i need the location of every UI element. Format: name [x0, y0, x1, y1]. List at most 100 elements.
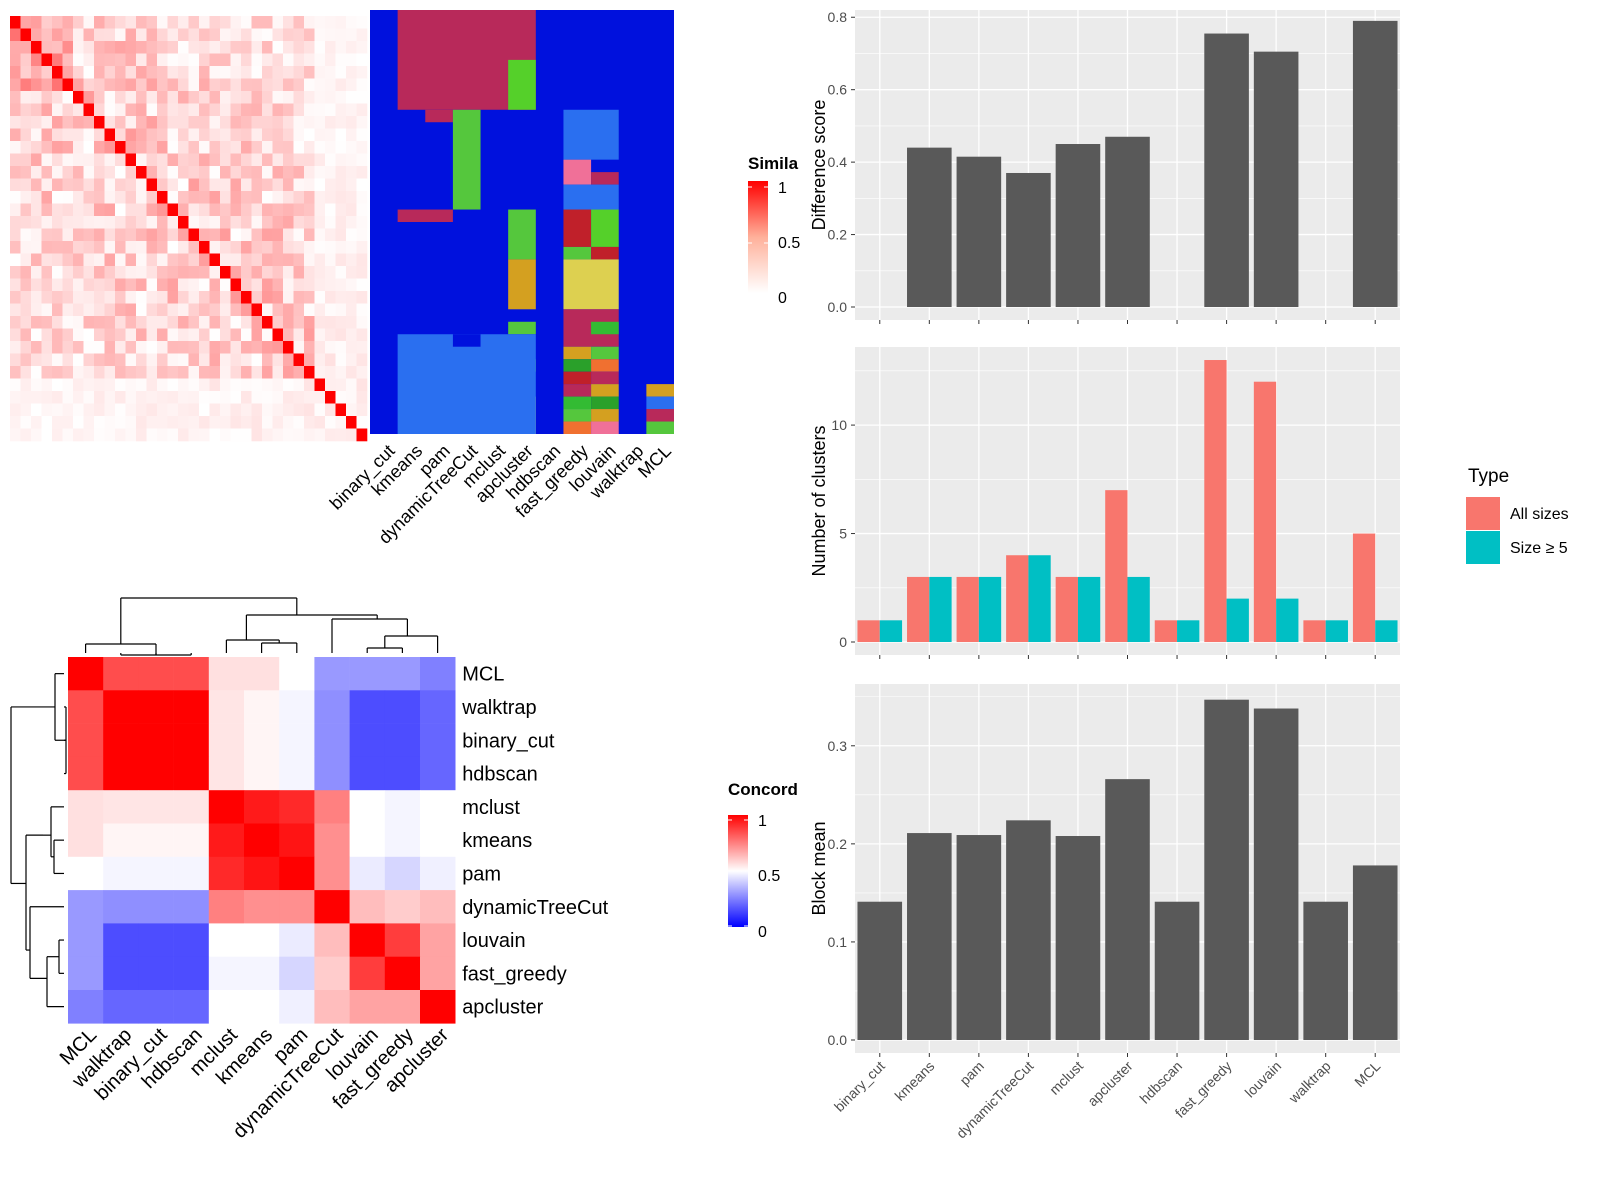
- similarity-cell: [251, 378, 263, 392]
- y-tick-label: 0.0: [828, 299, 848, 315]
- similarity-cell: [73, 153, 84, 167]
- concordance-cell: [173, 890, 210, 924]
- similarity-cell: [178, 378, 189, 392]
- similarity-cell: [73, 316, 84, 329]
- similarity-cell: [293, 303, 305, 317]
- similarity-cell: [220, 253, 231, 267]
- similarity-cell: [115, 116, 126, 129]
- similarity-cell: [209, 103, 221, 117]
- similarity-cell: [314, 316, 326, 329]
- similarity-cell: [31, 66, 42, 79]
- similarity-cell: [136, 141, 147, 154]
- similarity-cell: [241, 241, 252, 254]
- similarity-cell: [52, 116, 63, 129]
- similarity-cell: [178, 203, 189, 217]
- similarity-cell: [52, 28, 63, 42]
- similarity-cell: [178, 66, 189, 79]
- concordance-cell: [314, 756, 350, 791]
- similarity-cell: [62, 391, 74, 404]
- similarity-cell: [167, 66, 179, 79]
- similarity-cell: [304, 266, 315, 279]
- similarity-cell: [104, 391, 116, 404]
- cluster-block: [563, 246, 592, 260]
- similarity-cell: [335, 266, 347, 279]
- similarity-cell: [52, 166, 63, 179]
- similarity-cell: [220, 278, 231, 292]
- similarity-cell: [188, 116, 200, 129]
- similarity-cell: [304, 53, 315, 67]
- similarity-cell: [262, 91, 273, 104]
- bar: [857, 901, 903, 1040]
- similarity-cell: [83, 216, 95, 229]
- concordance-legend-colorbar: [728, 815, 748, 927]
- similarity-cell: [220, 91, 231, 104]
- similarity-cell: [188, 216, 200, 229]
- similarity-cell: [125, 353, 137, 367]
- concordance-cell: [138, 990, 174, 1024]
- similarity-cell: [335, 191, 347, 204]
- similarity-cell: [293, 103, 305, 117]
- similarity-cell: [94, 128, 105, 142]
- similarity-cell: [304, 166, 315, 179]
- concordance-cell: [244, 723, 280, 758]
- similarity-cell: [346, 216, 357, 229]
- similarity-cell: [73, 66, 84, 79]
- similarity-cell: [346, 153, 357, 167]
- similarity-cell: [199, 303, 210, 317]
- similarity-cell: [314, 91, 326, 104]
- cluster-block: [646, 409, 674, 422]
- bar-all-sizes: [857, 620, 880, 642]
- similarity-cell: [325, 228, 336, 242]
- similarity-cell: [356, 266, 368, 279]
- x-tick-label: kmeans: [891, 1058, 937, 1104]
- concordance-row-label: binary_cut: [462, 730, 555, 752]
- similarity-cell: [20, 253, 32, 267]
- similarity-cell: [199, 53, 210, 67]
- similarity-cell: [356, 341, 368, 354]
- similarity-cell: [272, 53, 284, 67]
- similarity-cell: [52, 241, 63, 254]
- similarity-cell: [94, 153, 105, 167]
- concordance-cell: [279, 790, 315, 824]
- similarity-cell: [283, 216, 294, 229]
- similarity-cell: [94, 428, 105, 442]
- similarity-cell: [335, 116, 347, 129]
- similarity-cell: [10, 278, 21, 292]
- similarity-cell: [272, 41, 284, 54]
- similarity-cell: [104, 241, 116, 254]
- similarity-cell: [136, 53, 147, 67]
- similarity-cell: [325, 103, 336, 117]
- similarity-cell: [94, 416, 105, 429]
- similarity-cell: [83, 91, 95, 104]
- similarity-cell: [241, 341, 252, 354]
- similarity-cell: [94, 303, 105, 317]
- similarity-cell: [230, 103, 242, 117]
- similarity-cell: [335, 178, 347, 192]
- similarity-cell: [346, 191, 357, 204]
- similarity-cell: [178, 266, 189, 279]
- similarity-cell: [209, 191, 221, 204]
- similarity-cell: [188, 341, 200, 354]
- similarity-cell: [304, 291, 315, 304]
- similarity-cell: [178, 403, 189, 417]
- similarity-legend: Simila 1 0.5 0: [748, 154, 800, 307]
- similarity-cell: [125, 66, 137, 79]
- concordance-cell: [349, 790, 386, 824]
- cluster-block: [591, 384, 619, 397]
- similarity-cell: [209, 241, 221, 254]
- similarity-cell: [241, 53, 252, 67]
- concordance-row-label: pam: [462, 863, 501, 885]
- similarity-cell: [52, 203, 63, 217]
- similarity-cell: [125, 203, 137, 217]
- similarity-cell: [188, 191, 200, 204]
- similarity-cell: [20, 203, 32, 217]
- similarity-cell: [346, 253, 357, 267]
- similarity-cell: [262, 66, 273, 79]
- similarity-cell: [31, 291, 42, 304]
- concordance-cell: [208, 723, 245, 758]
- concordance-cell: [420, 756, 456, 791]
- similarity-cell: [272, 341, 284, 354]
- similarity-cell: [136, 353, 147, 367]
- concordance-cell: [68, 923, 104, 957]
